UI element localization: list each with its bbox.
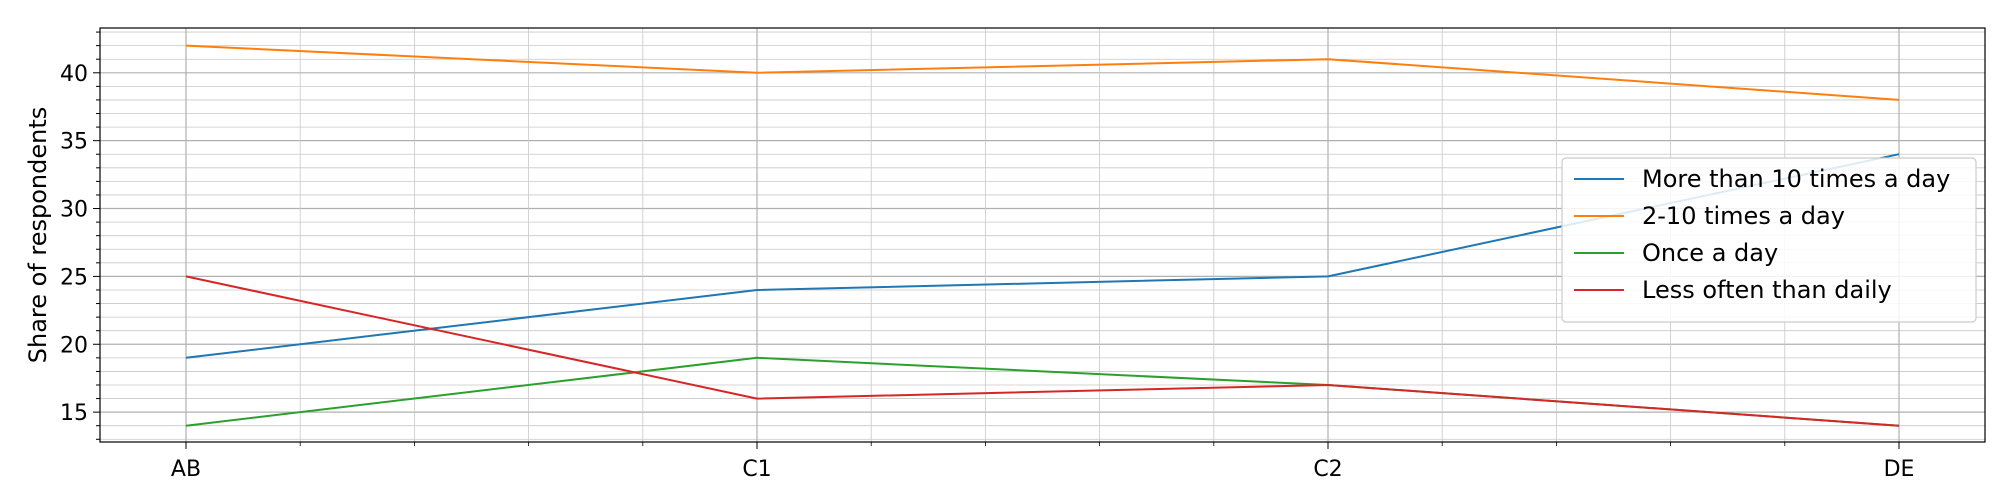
y-tick-label: 30 xyxy=(60,198,88,223)
y-tick-label: 20 xyxy=(60,333,88,358)
plot-frame xyxy=(99,27,1986,443)
y-tick-label: 35 xyxy=(60,130,88,155)
y-tick-label: 40 xyxy=(60,62,88,87)
legend-label: More than 10 times a day xyxy=(1642,165,1950,193)
y-axis-label: Share of respondents xyxy=(24,107,52,364)
legend-label: Less often than daily xyxy=(1642,276,1892,304)
x-tick-label: C1 xyxy=(742,457,771,482)
x-axis-ticks: AB C1 C2 DE xyxy=(171,442,1915,482)
x-tick-label: AB xyxy=(171,457,201,482)
legend: More than 10 times a day 2-10 times a day… xyxy=(1561,157,1977,323)
legend-box xyxy=(1561,157,1977,323)
x-tick-label: C2 xyxy=(1313,457,1342,482)
y-axis-ticks: 15 20 25 30 35 40 xyxy=(60,31,100,440)
x-tick-label: DE xyxy=(1884,457,1915,482)
legend-label: Once a day xyxy=(1642,239,1778,267)
legend-label: 2-10 times a day xyxy=(1642,202,1845,230)
y-tick-label: 15 xyxy=(60,401,88,426)
series-line-2 xyxy=(185,44,1900,101)
y-tick-label: 25 xyxy=(60,265,88,290)
series-line-4 xyxy=(185,275,1900,427)
